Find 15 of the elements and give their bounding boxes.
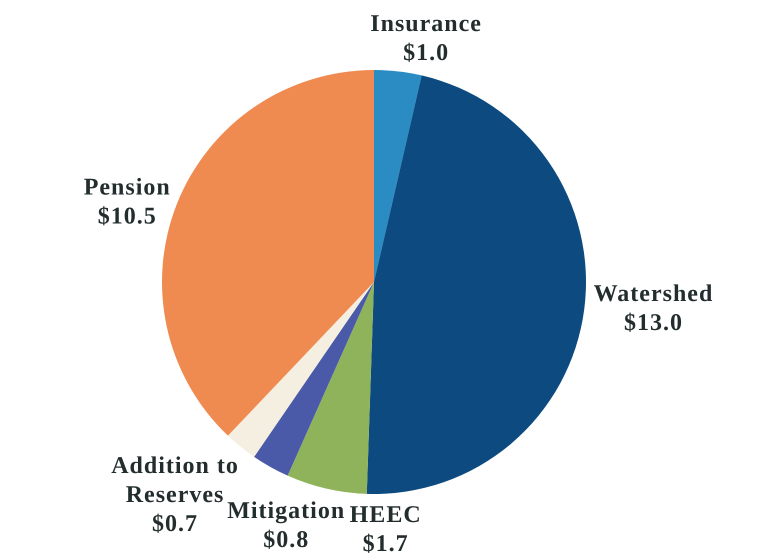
- pie-slice: [366, 75, 586, 494]
- pie-slice: [288, 282, 374, 494]
- data-label: $1.7: [362, 531, 409, 558]
- data-label: $1.0: [403, 40, 450, 66]
- pie-slice: [254, 282, 374, 476]
- data-label: $10.5: [98, 204, 157, 230]
- data-label: $13.0: [624, 310, 683, 336]
- data-label: $0.8: [263, 526, 310, 553]
- slice-label: Insurance: [370, 11, 482, 38]
- data-label: $0.7: [152, 511, 198, 538]
- pie-slice: [228, 282, 374, 457]
- slice-label: HEEC: [350, 502, 422, 528]
- slice-label: Pension: [84, 174, 171, 201]
- slice-label: Watershed: [594, 280, 714, 307]
- pie-slice: [374, 70, 422, 282]
